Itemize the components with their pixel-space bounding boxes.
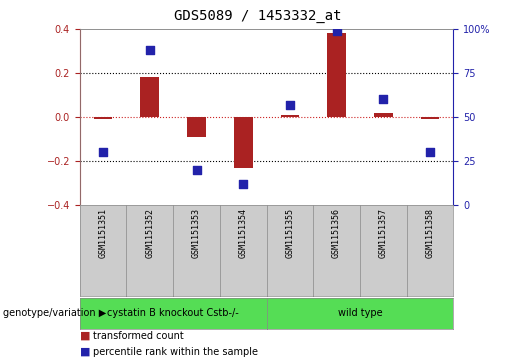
- Text: GSM1151356: GSM1151356: [332, 208, 341, 258]
- Text: transformed count: transformed count: [93, 331, 183, 341]
- Text: ■: ■: [80, 347, 90, 357]
- Point: [332, 28, 340, 34]
- Bar: [327, 33, 346, 117]
- Bar: [94, 117, 112, 119]
- Bar: [234, 117, 252, 168]
- Text: GSM1151352: GSM1151352: [145, 208, 154, 258]
- Point: [286, 102, 294, 108]
- Point: [193, 167, 201, 173]
- Point: [379, 97, 387, 102]
- Text: wild type: wild type: [337, 308, 382, 318]
- Point: [99, 150, 107, 155]
- Text: GSM1151357: GSM1151357: [379, 208, 388, 258]
- Bar: [421, 117, 439, 119]
- Text: ■: ■: [80, 331, 90, 341]
- Bar: [187, 117, 206, 137]
- Bar: [281, 115, 299, 117]
- Text: cystatin B knockout Cstb-/-: cystatin B knockout Cstb-/-: [107, 308, 239, 318]
- Text: GSM1151353: GSM1151353: [192, 208, 201, 258]
- Bar: [141, 77, 159, 117]
- Text: GSM1151351: GSM1151351: [99, 208, 108, 258]
- Text: GSM1151354: GSM1151354: [238, 208, 248, 258]
- Text: percentile rank within the sample: percentile rank within the sample: [93, 347, 258, 357]
- Point: [239, 181, 247, 187]
- Text: GSM1151358: GSM1151358: [425, 208, 434, 258]
- Text: genotype/variation ▶: genotype/variation ▶: [3, 308, 106, 318]
- Bar: [374, 113, 392, 117]
- Text: GDS5089 / 1453332_at: GDS5089 / 1453332_at: [174, 9, 341, 23]
- Text: GSM1151355: GSM1151355: [285, 208, 295, 258]
- Point: [426, 150, 434, 155]
- Point: [146, 47, 154, 53]
